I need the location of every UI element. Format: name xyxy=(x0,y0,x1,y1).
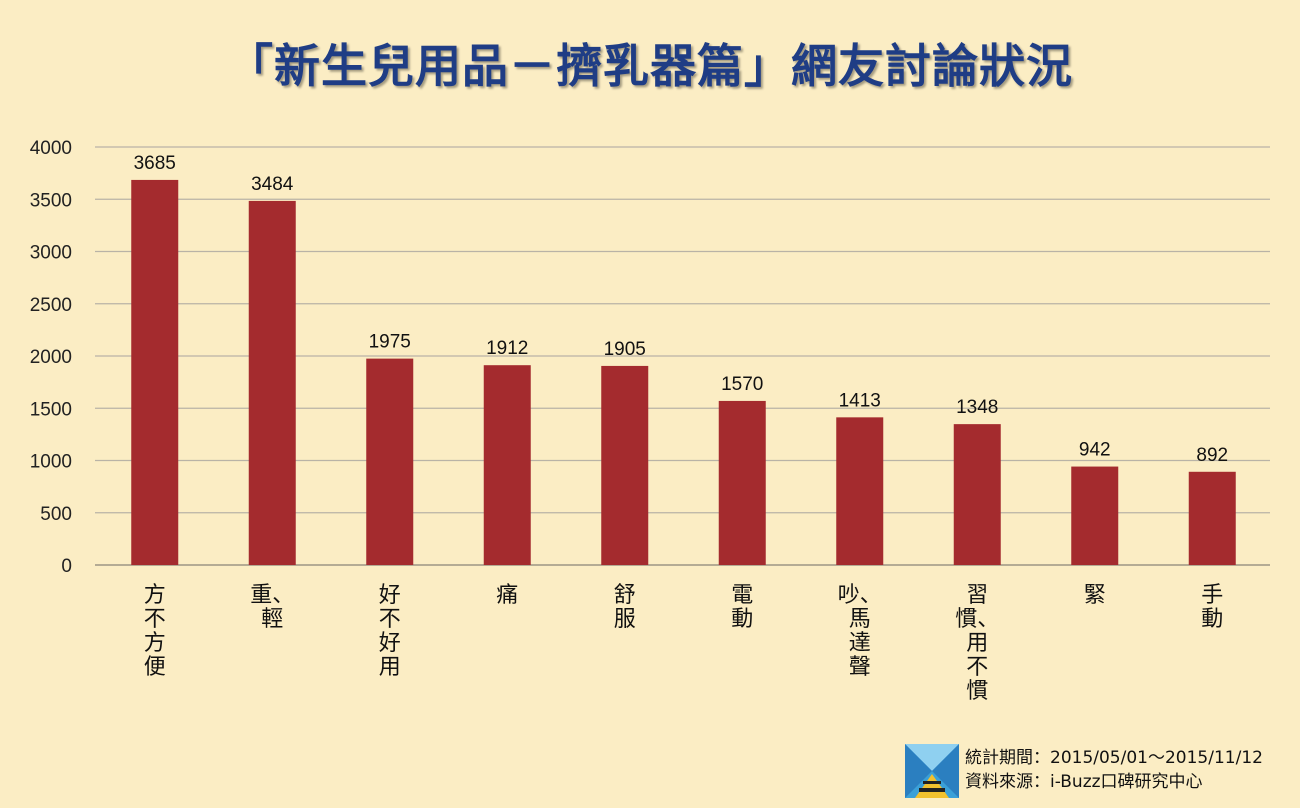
x-tick-label: 痛 xyxy=(496,583,518,608)
x-tick-label: 緊 xyxy=(1084,583,1106,608)
bar xyxy=(1071,466,1119,565)
chart-title: 「新生兒用品－擠乳器篇」網友討論狀況 xyxy=(227,39,1073,93)
y-tick-label: 2000 xyxy=(30,347,72,368)
y-tick-label: 1000 xyxy=(30,452,72,473)
data-label: 3685 xyxy=(134,153,176,174)
data-label: 1912 xyxy=(486,338,528,359)
data-label: 942 xyxy=(1079,440,1111,461)
bar xyxy=(248,200,296,565)
footer: 統計期間：2015/05/01～2015/11/12 資料來源：i-Buzz口碑… xyxy=(905,742,1295,802)
bar xyxy=(366,358,414,565)
data-label: 1413 xyxy=(839,390,881,411)
y-tick-label: 0 xyxy=(61,556,72,577)
data-label: 1905 xyxy=(604,339,646,360)
x-tick-label: 方不方便 xyxy=(144,583,166,680)
ibuzz-logo-icon xyxy=(905,744,959,798)
y-tick-label: 1500 xyxy=(30,399,72,420)
x-tick-label: 好不好用 xyxy=(379,583,401,680)
bar xyxy=(131,179,179,566)
x-tick-label: 電動 xyxy=(731,583,753,632)
bar xyxy=(601,365,649,565)
x-tick-label: 舒服 xyxy=(614,583,636,632)
footer-source: 資料來源：i-Buzz口碑研究中心 xyxy=(965,772,1203,792)
x-tick-label: 吵、馬達聲 xyxy=(838,583,882,680)
bar xyxy=(1188,471,1236,565)
y-tick-label: 3000 xyxy=(30,243,72,264)
x-tick-label: 重、輕 xyxy=(250,583,294,632)
x-tick-label: 習慣、用不慣 xyxy=(955,583,999,704)
bar xyxy=(953,424,1001,565)
y-tick-label: 4000 xyxy=(30,138,72,159)
bar xyxy=(483,365,531,565)
y-tick-label: 3500 xyxy=(30,190,72,211)
bar xyxy=(718,400,766,565)
y-tick-label: 2500 xyxy=(30,295,72,316)
footer-period: 統計期間：2015/05/01～2015/11/12 xyxy=(965,748,1263,768)
bar xyxy=(836,417,884,565)
data-label: 1975 xyxy=(369,332,411,353)
y-tick-label: 500 xyxy=(40,504,72,525)
data-label: 892 xyxy=(1196,445,1228,466)
x-tick-label: 手動 xyxy=(1201,583,1223,632)
data-label: 3484 xyxy=(251,174,294,195)
data-label: 1570 xyxy=(721,374,763,395)
data-label: 1348 xyxy=(956,397,998,418)
